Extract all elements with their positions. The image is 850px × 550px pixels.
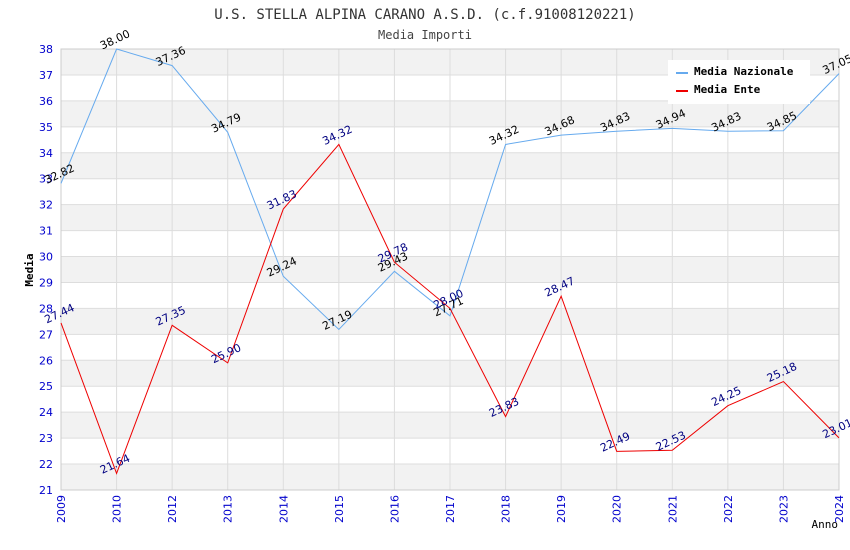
legend-box xyxy=(668,60,810,104)
y-tick-label: 35 xyxy=(39,121,53,134)
y-tick-label: 37 xyxy=(39,69,53,82)
y-tick-label: 27 xyxy=(39,328,53,341)
y-tick-label: 28 xyxy=(39,302,53,315)
x-tick-label: 2024 xyxy=(833,495,846,523)
y-tick-labels: 21 22 23 24 25 26 27 28 29 30 31 32 33 34 35 36 37 38 xyxy=(39,43,53,497)
x-tick-label: 2020 xyxy=(611,495,624,523)
x-tick-label: 2012 xyxy=(166,495,179,523)
data-label-nazionale: 32.82 xyxy=(42,162,76,187)
y-tick-label: 24 xyxy=(39,406,53,419)
x-tick-labels: 2009 2010 2012 2013 2014 2015 2016 2017 2018 2019… xyxy=(55,495,846,523)
chart-subtitle: Media Importi xyxy=(378,28,472,42)
y-tick-label: 33 xyxy=(39,173,53,186)
y-tick-label: 30 xyxy=(39,251,53,264)
x-axis-label: Anno xyxy=(812,518,839,531)
y-tick-label: 21 xyxy=(39,484,53,497)
x-tick-label: 2021 xyxy=(666,495,679,523)
y-tick-label: 36 xyxy=(39,95,53,108)
y-tick-label: 25 xyxy=(39,380,53,393)
chart-title: U.S. STELLA ALPINA CARANO A.S.D. (c.f.91… xyxy=(214,7,635,23)
y-tick-label: 31 xyxy=(39,225,53,238)
y-tick-label: 23 xyxy=(39,432,53,445)
y-tick-label: 26 xyxy=(39,354,53,367)
x-tick-label: 2014 xyxy=(277,495,290,523)
y-axis-label: Media xyxy=(23,253,36,286)
x-tick-label: 2023 xyxy=(777,495,790,523)
series-line-ente xyxy=(60,143,840,475)
y-tick-label: 22 xyxy=(39,458,53,471)
y-tick-label: 29 xyxy=(39,276,53,289)
x-tick-label: 2015 xyxy=(333,495,346,523)
x-tick-label: 2009 xyxy=(55,495,68,523)
x-tick-label: 2013 xyxy=(222,495,235,523)
data-label-ente: 24.25 xyxy=(709,384,743,409)
y-tick-label: 38 xyxy=(39,43,53,56)
x-tick-label: 2018 xyxy=(500,495,513,523)
x-tick-label: 2016 xyxy=(388,495,401,523)
grid-lines xyxy=(60,48,840,491)
plot-border xyxy=(60,48,840,491)
x-tick-label: 2017 xyxy=(444,495,457,523)
series-lines xyxy=(60,48,840,475)
legend-label-nazionale: Media Nazionale xyxy=(694,65,794,78)
legend: Media Nazionale Media Ente xyxy=(668,60,810,104)
legend-label-ente: Media Ente xyxy=(694,83,761,96)
y-tick-label: 32 xyxy=(39,199,53,212)
y-tick-label: 34 xyxy=(39,147,53,160)
series-line-nazionale xyxy=(60,48,840,331)
x-tick-label: 2022 xyxy=(722,495,735,523)
x-tick-label: 2019 xyxy=(555,495,568,523)
x-tick-label: 2010 xyxy=(111,495,124,523)
